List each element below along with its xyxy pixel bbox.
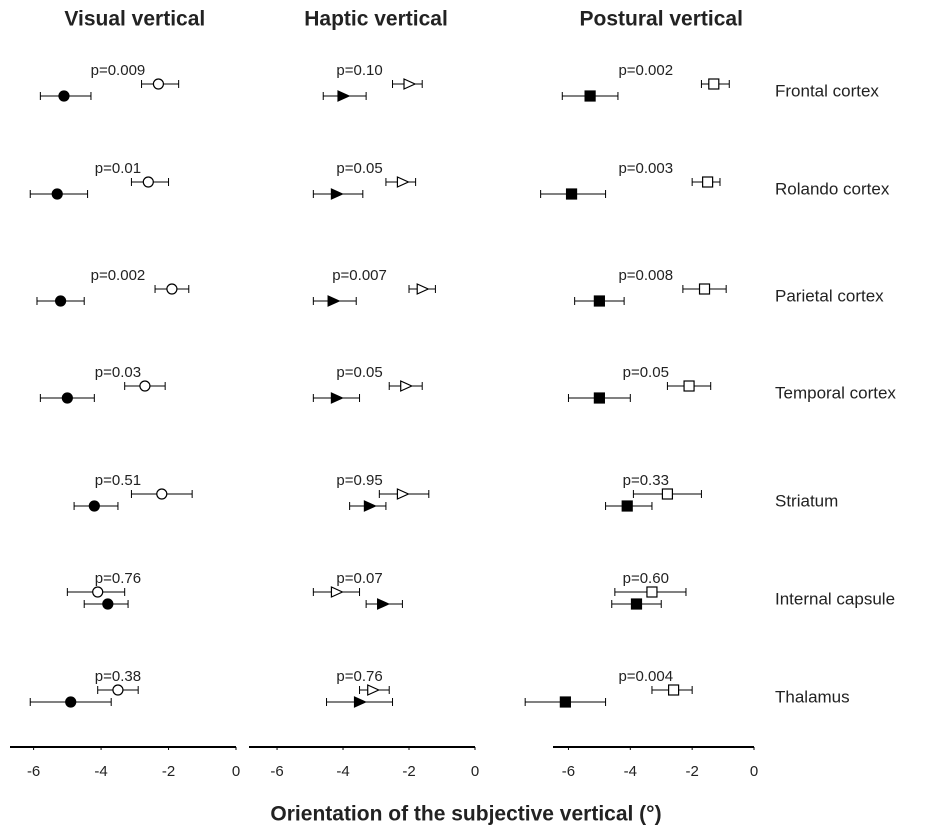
marker (630, 598, 643, 610)
marker (559, 696, 571, 708)
x-axis-label: Orientation of the subjective vertical (… (270, 803, 661, 826)
x-tick-label: -4 (336, 763, 349, 780)
x-tick-label: -6 (270, 763, 283, 780)
marker (661, 488, 674, 500)
marker (51, 188, 63, 200)
marker (667, 684, 680, 696)
p-value: p=0.008 (618, 267, 673, 284)
marker (166, 283, 178, 295)
category-label: Temporal cortex (775, 383, 896, 402)
p-value: p=0.003 (618, 160, 673, 177)
panel-title: Postural vertical (580, 8, 743, 31)
marker (142, 176, 154, 188)
panel-title: Haptic vertical (304, 8, 448, 31)
marker (621, 500, 633, 512)
x-tick-label: -2 (162, 763, 175, 780)
marker (396, 488, 410, 500)
marker (593, 392, 605, 404)
marker (58, 90, 70, 102)
marker (416, 283, 430, 295)
p-value: p=0.01 (95, 160, 141, 177)
marker (92, 586, 104, 598)
marker (54, 295, 67, 307)
marker (377, 598, 391, 610)
x-tick-label: -4 (624, 763, 637, 780)
p-value: p=0.004 (618, 668, 673, 685)
marker (61, 392, 73, 404)
category-label: Thalamus (775, 687, 850, 706)
marker (88, 500, 100, 512)
x-tick-label: -6 (562, 763, 575, 780)
marker (363, 500, 377, 512)
p-value: p=0.95 (336, 472, 382, 489)
p-value: p=0.51 (95, 472, 141, 489)
marker (102, 598, 114, 610)
p-value: p=0.60 (623, 570, 669, 587)
marker (593, 295, 605, 307)
p-value: p=0.002 (618, 62, 673, 79)
marker (367, 684, 381, 696)
x-tick-label: 0 (232, 763, 240, 780)
marker (139, 380, 151, 392)
x-tick-label: -2 (402, 763, 415, 780)
p-value: p=0.38 (95, 668, 141, 685)
marker (584, 90, 596, 102)
p-value: p=0.76 (95, 570, 141, 587)
x-tick-label: -6 (27, 763, 40, 780)
marker (112, 684, 124, 696)
category-label: Parietal cortex (775, 286, 884, 305)
marker (708, 78, 720, 90)
marker (683, 380, 695, 392)
p-value: p=0.002 (91, 267, 146, 284)
marker (330, 586, 344, 598)
marker (327, 295, 341, 307)
category-label: Striatum (775, 491, 838, 510)
marker (337, 90, 351, 102)
marker (353, 696, 367, 708)
marker (330, 188, 344, 200)
marker (565, 188, 578, 200)
marker (698, 283, 711, 295)
marker (152, 78, 165, 90)
p-value: p=0.07 (336, 570, 382, 587)
p-value: p=0.03 (95, 364, 141, 381)
marker (646, 586, 658, 598)
p-value: p=0.05 (336, 364, 382, 381)
marker (400, 380, 414, 392)
marker (330, 392, 344, 404)
p-value: p=0.009 (91, 62, 146, 79)
p-value: p=0.33 (623, 472, 669, 489)
category-label: Rolando cortex (775, 179, 890, 198)
marker (403, 78, 417, 90)
p-value: p=0.76 (336, 668, 382, 685)
x-tick-label: 0 (471, 763, 479, 780)
x-tick-label: -2 (685, 763, 698, 780)
marker (65, 696, 77, 708)
p-value: p=0.007 (332, 267, 387, 284)
category-label: Internal capsule (775, 589, 895, 608)
marker (702, 176, 714, 188)
marker (156, 488, 168, 500)
x-tick-label: -4 (94, 763, 107, 780)
x-tick-label: 0 (750, 763, 758, 780)
marker (396, 176, 410, 188)
panel-title: Visual vertical (64, 8, 205, 31)
p-value: p=0.05 (336, 160, 382, 177)
p-value: p=0.05 (623, 364, 669, 381)
category-label: Frontal cortex (775, 81, 879, 100)
p-value: p=0.10 (336, 62, 382, 79)
